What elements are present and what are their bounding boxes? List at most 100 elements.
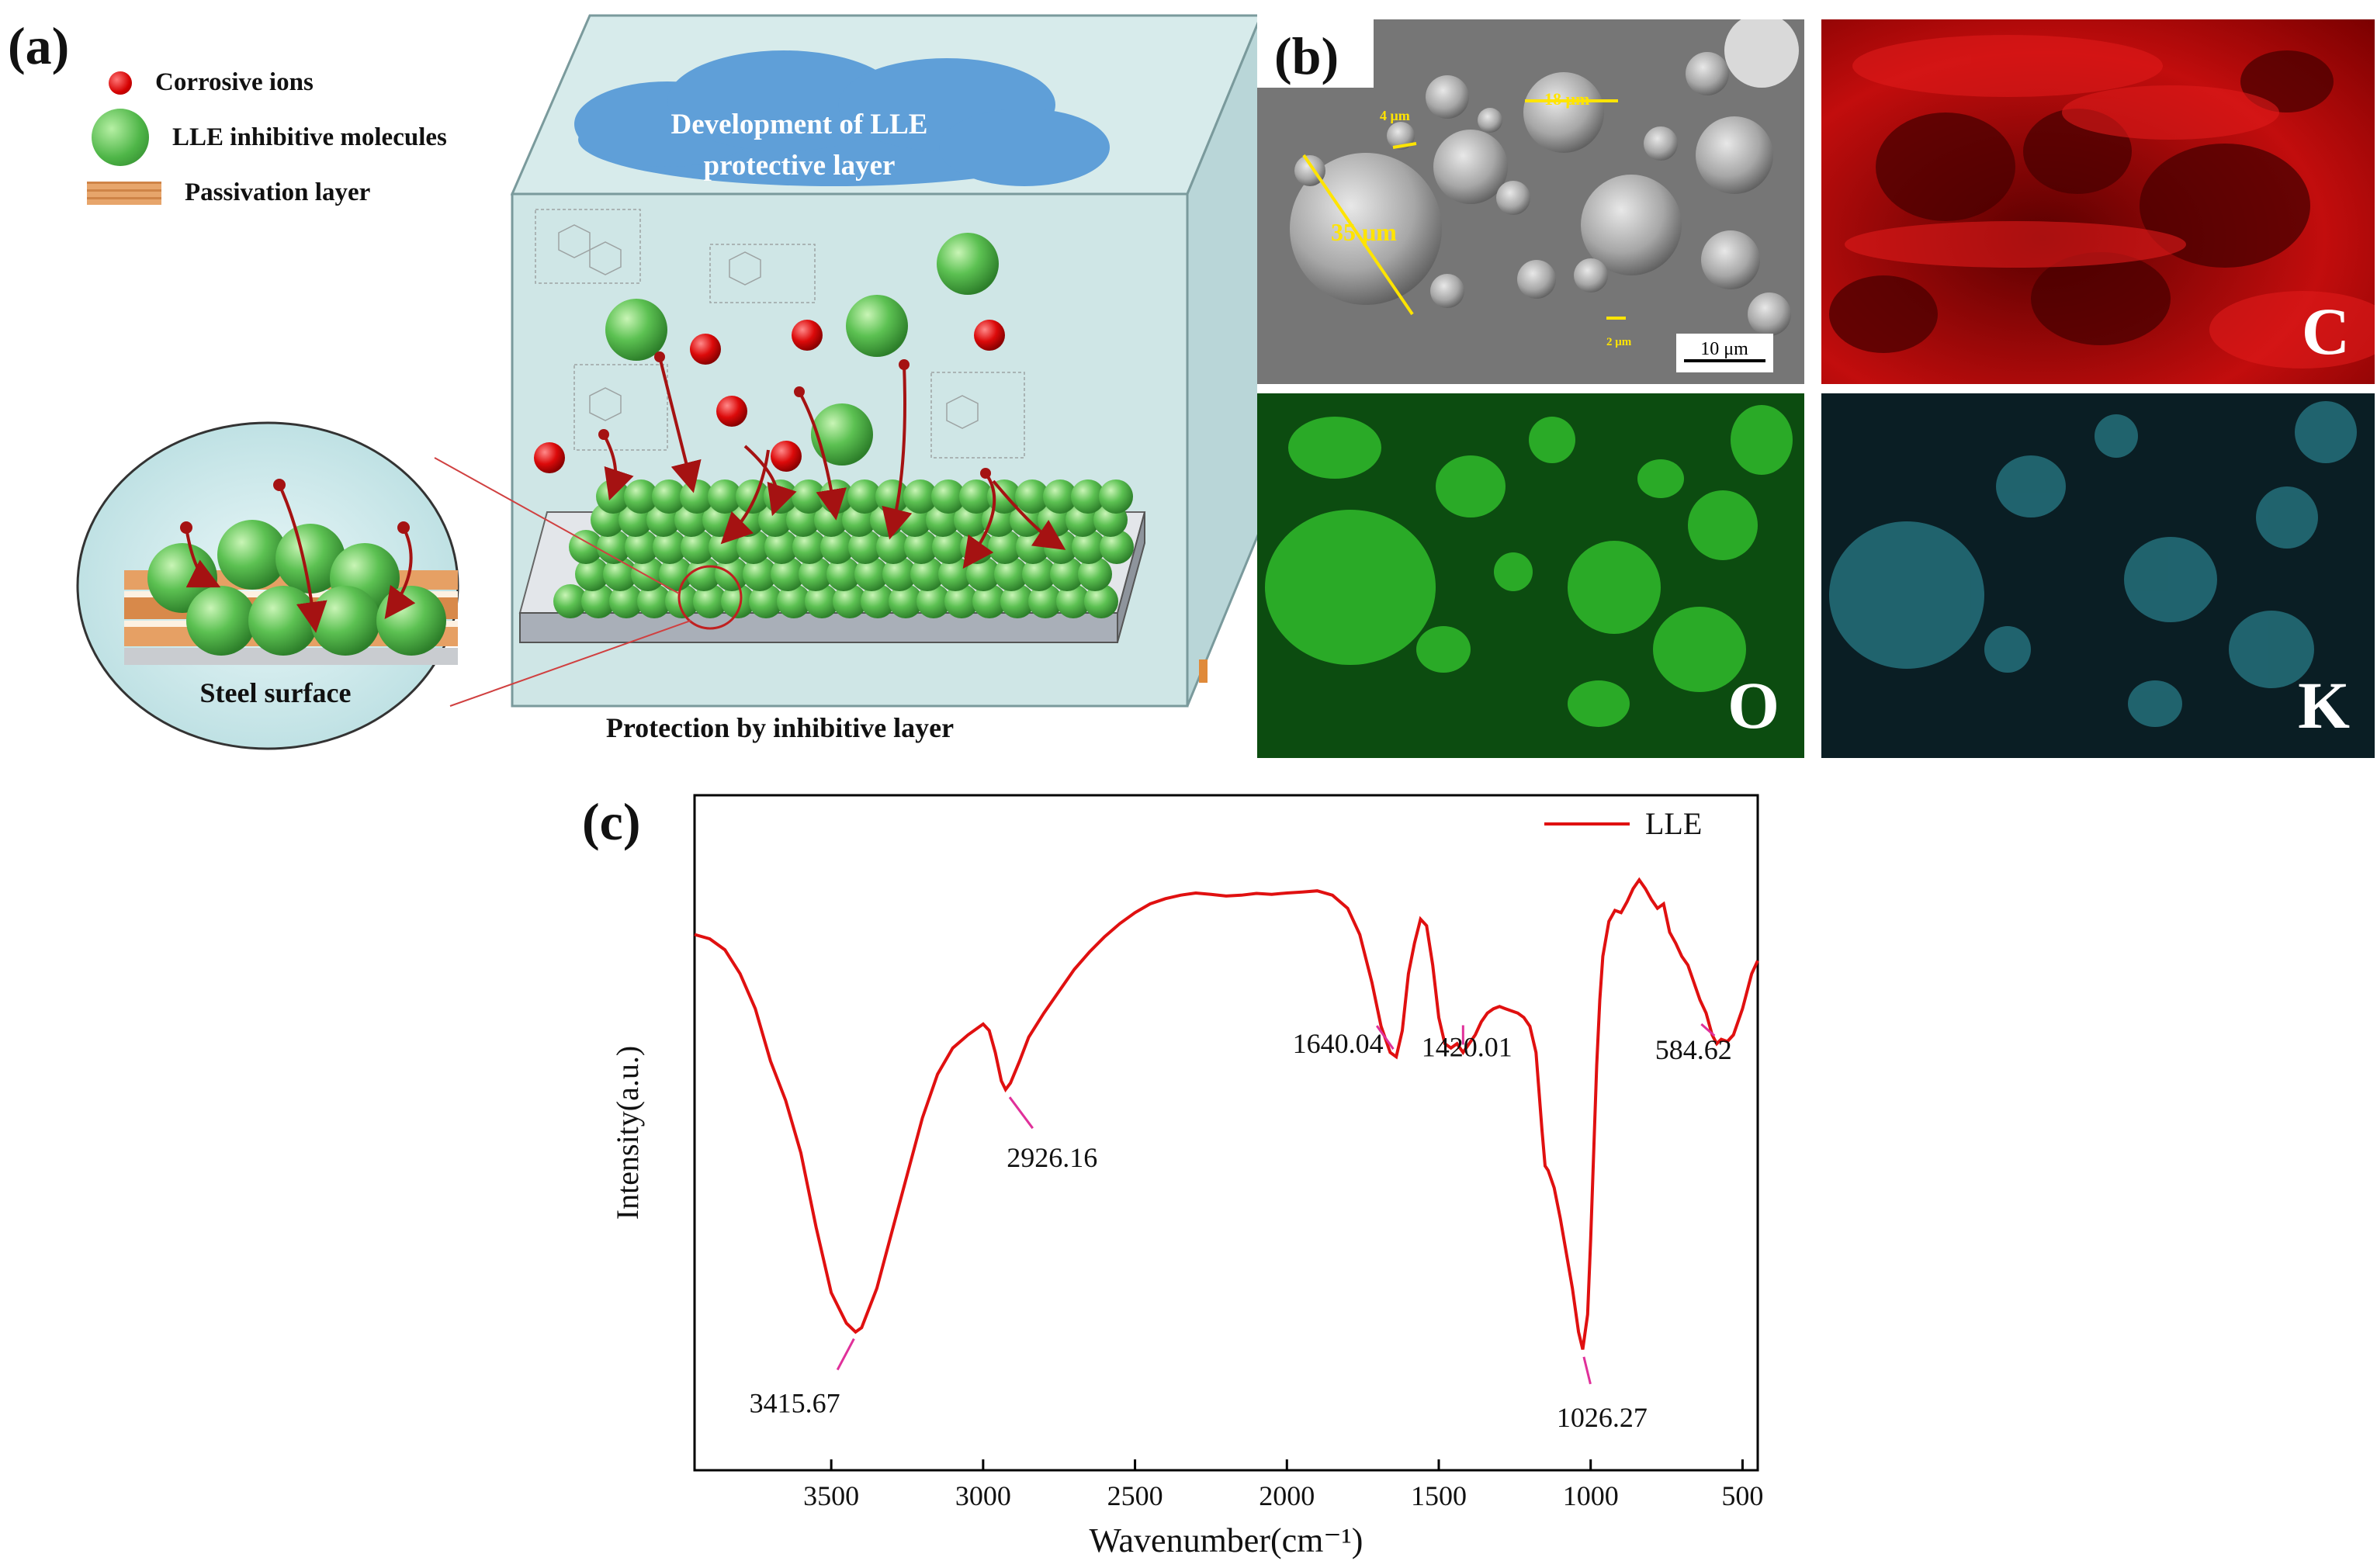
panel-a-schematic: (a) Corrosive ions LLE inhibitive molecu… [0,0,1257,760]
sem-label-4um: 4 μm [1380,108,1410,123]
annotation-leader [1582,1356,1592,1385]
free-ion [792,320,823,351]
scale-bar-label: 10 μm [1700,339,1748,359]
red-sphere-icon [109,71,132,95]
inhibitor-sphere-layer [553,479,1134,618]
layer-molecule [1000,584,1034,618]
layer-molecule [721,584,755,618]
layer-molecule [771,557,805,591]
cloud-shape [574,50,1110,186]
legend-passivation-layer-label: Passivation layer [185,178,371,206]
layer-molecule [1099,479,1133,514]
layer-molecule [959,479,993,514]
eds-map-c: C [1821,19,2375,384]
layer-molecule [1050,557,1084,591]
orange-mark [1199,659,1208,683]
panel-c-label: (c) [582,792,641,851]
layer-molecule [988,530,1022,564]
layer-molecule [637,584,671,618]
eds-map-o-label: O [1727,668,1779,742]
layer-molecule [1078,557,1112,591]
annotation-leader [1008,1096,1034,1130]
legend-corrosive-ions-label: Corrosive ions [155,68,314,96]
ion-arrows [602,356,1066,569]
green-sphere-icon [92,109,149,166]
layer-molecule [693,584,727,618]
layer-molecule [994,557,1028,591]
annotation-leader [836,1338,855,1371]
free-ion [716,396,747,427]
layer-molecule [625,530,659,564]
annotation-label: 3415.67 [750,1388,840,1419]
layer-molecule [1084,584,1118,618]
layer-molecule [1056,584,1090,618]
layer-molecule [1028,584,1062,618]
schematic-caption: Protection by inhibitive layer [606,712,954,743]
layer-molecule [972,584,1007,618]
free-molecule [605,299,667,361]
layer-molecule [631,557,665,591]
panel-b-micrographs: 35 μm 18 μm 4 μm 2 μm 10 μm (b) C [1257,19,2375,758]
layer-molecule [581,584,615,618]
layer-molecule [882,557,916,591]
free-molecule [846,295,908,357]
zoom-highlight-circle [677,565,743,630]
layer-molecule [903,479,937,514]
layer-molecule [708,479,742,514]
x-tick-label: 3000 [955,1480,1011,1511]
x-tick-label: 500 [1721,1480,1763,1511]
x-axis-ticks: 3500 3000 2500 2000 1500 1000 500 [803,1459,1763,1511]
panel-a-label: (a) [8,16,70,75]
layer-molecule [931,479,965,514]
layer-molecule [1022,557,1056,591]
cloud-text-line1: Development of LLE [671,109,928,140]
layer-molecule [820,530,854,564]
x-tick-label: 3500 [803,1480,859,1511]
eds-map-k: K [1821,393,2375,758]
layer-molecule [681,530,715,564]
layer-molecule [904,530,938,564]
free-ion [534,442,565,473]
free-molecule [937,233,999,295]
layer-molecule [743,557,777,591]
layer-molecule [1072,530,1106,564]
layer-molecule [847,479,882,514]
annotation-leader [1375,1025,1395,1050]
layer-molecule [665,584,699,618]
panel-b-label: (b) [1274,26,1339,85]
annotation-label: 1640.04 [1293,1028,1384,1059]
annotation-leader [1700,1023,1716,1037]
layer-molecule [597,530,631,564]
plot-frame [693,794,1759,1472]
annotation-label: 1026.27 [1557,1402,1648,1433]
layer-molecule [889,584,923,618]
sem-label-35um: 35 μm [1331,218,1397,246]
free-ion [771,441,802,472]
annotation-label: 584.62 [1655,1034,1732,1065]
layer-molecule [1100,530,1134,564]
layer-molecule [609,584,643,618]
layer-molecule [749,584,783,618]
layer-molecule [916,584,951,618]
layer-molecule [854,557,889,591]
layer-molecule [799,557,833,591]
sem-label-2um: 2 μm [1606,336,1632,348]
layer-molecule [575,557,609,591]
legend-label-lle: LLE [1645,806,1702,841]
layer-molecule [659,557,693,591]
annotation-label: 2926.16 [1007,1142,1097,1173]
free-ion [974,320,1005,351]
layer-molecule [848,530,882,564]
layer-molecule [653,530,687,564]
annotation-label: 1420.01 [1422,1031,1512,1062]
layer-molecule [1071,479,1105,514]
legend-corrosive-ions: Corrosive ions [109,68,314,97]
x-tick-label: 1000 [1563,1480,1619,1511]
layer-molecule [777,584,811,618]
eds-map-k-label: K [2298,668,2350,742]
free-ion [690,334,721,365]
layer-molecule [861,584,895,618]
y-axis-label: Intensity(a.u.) [610,1046,645,1220]
passivation-layer-icon [87,181,161,205]
